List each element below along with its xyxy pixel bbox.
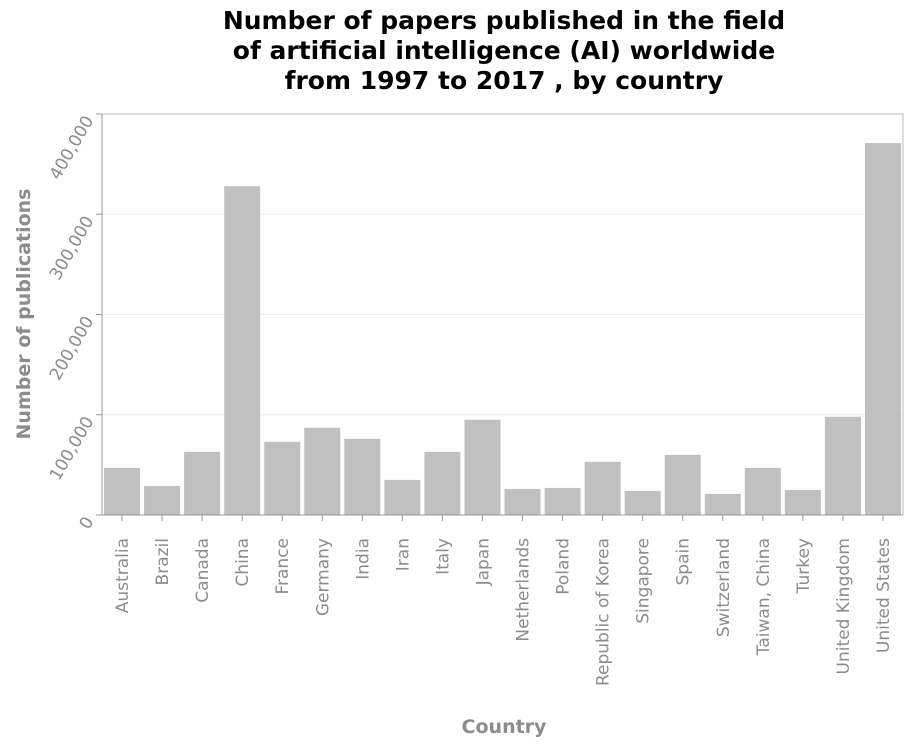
x-tick-label: Italy [433, 538, 453, 575]
bar [224, 186, 261, 515]
bar [664, 454, 701, 515]
chart-title: Number of papers published in the field … [0, 6, 912, 96]
bar [744, 467, 781, 515]
x-tick-label: Taiwan, China [754, 538, 774, 656]
bar [504, 488, 541, 515]
bar [304, 427, 341, 515]
x-tick-label: United States [874, 538, 894, 653]
x-tick-label: Netherlands [514, 538, 534, 642]
bar [584, 461, 621, 515]
bars [104, 143, 901, 515]
x-tick-label: Germany [313, 538, 333, 616]
y-tick-label: 300,000 [46, 213, 98, 284]
bar [264, 441, 301, 515]
x-tick-label: Japan [473, 538, 493, 586]
bar [424, 451, 461, 515]
bar [544, 487, 581, 515]
bar [864, 143, 901, 515]
x-tick-label: Australia [113, 538, 133, 613]
x-tick-labels: Australia Brazil Canada China France Germany I… [113, 538, 894, 686]
chart-title-line-1: Number of papers published in the field [222, 6, 786, 35]
axes [96, 113, 904, 521]
bar [144, 485, 181, 515]
bar [624, 490, 661, 515]
chart-title-line-2: of artificial intelligence (AI) worldwid… [232, 36, 776, 65]
x-tick-label: Turkey [794, 538, 814, 594]
x-axis-label: Country [461, 716, 547, 738]
x-tick-label: Spain [674, 538, 694, 586]
bar [824, 416, 861, 515]
x-tick-label: Switzerland [714, 538, 734, 637]
x-tick-label: Republic of Korea [594, 538, 614, 686]
x-tick-label: Brazil [153, 538, 173, 585]
bar [384, 479, 421, 515]
bar [784, 489, 821, 515]
x-tick-label: India [353, 538, 373, 580]
bar [704, 493, 741, 515]
y-tick-label: 100,000 [46, 413, 98, 484]
x-tick-label: France [273, 538, 293, 595]
y-tick-label: 200,000 [46, 313, 98, 384]
x-tick-label: Poland [554, 538, 574, 595]
x-tick-label: Singapore [634, 538, 654, 624]
x-tick-label: China [233, 538, 253, 587]
bar [344, 438, 381, 515]
x-tick-label: Canada [193, 538, 213, 603]
grid-lines [102, 113, 903, 416]
bar [464, 419, 501, 515]
chart-title-line-3: from 1997 to 2017 , by country [284, 66, 724, 95]
bar [104, 467, 141, 515]
bar [184, 451, 221, 515]
y-tick-label: 400,000 [46, 113, 98, 184]
x-tick-label: United Kingdom [834, 538, 854, 674]
x-tick-label: Iran [393, 538, 413, 571]
y-axis-label: Number of publications [13, 188, 35, 440]
y-tick-label: 0 [76, 514, 99, 533]
y-tick-labels: 0 100,000 200,000 300,000 400,000 [46, 113, 98, 533]
